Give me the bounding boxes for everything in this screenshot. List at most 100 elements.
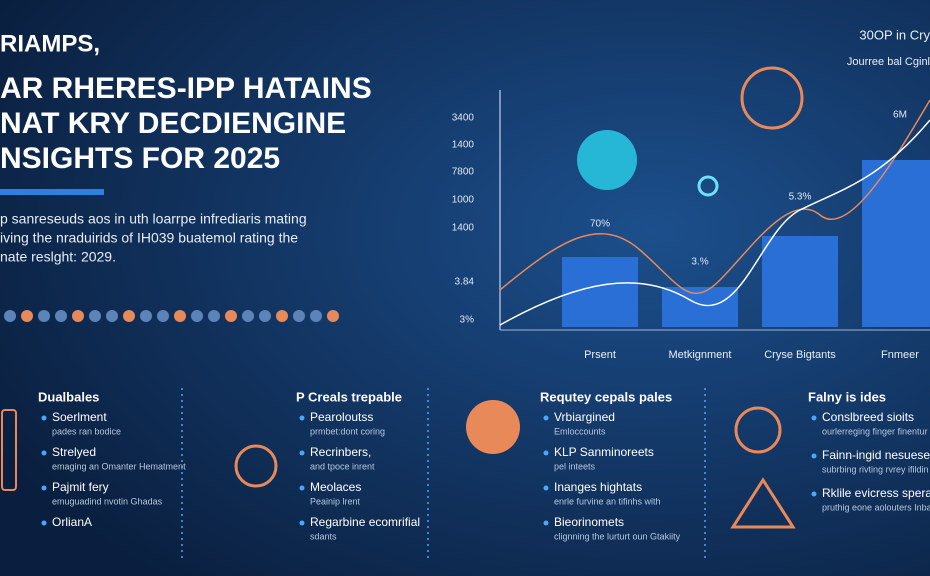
icon <box>730 477 796 529</box>
intro-line: nate reslght: 2029. <box>0 249 116 265</box>
y-label: 1400 <box>452 223 475 234</box>
column-title: Dualbales <box>38 389 99 404</box>
item-head: Regarbine ecomrifial <box>310 515 420 529</box>
item-sub: clignning the lurturt oun Gtakiity <box>554 531 681 541</box>
people-icon <box>208 310 220 322</box>
icon-circle <box>697 175 719 197</box>
bar-label: 5.3% <box>789 192 812 203</box>
title-line: NSIGHTS FOR 2025 <box>0 142 280 175</box>
bullet <box>299 520 305 526</box>
item-head: KLP Sanminoreets <box>554 445 654 459</box>
category-label: Cryse Bigtants <box>764 349 836 361</box>
item-sub: pel inteets <box>554 461 596 471</box>
item-sub: prmbet:dont coring <box>310 426 385 436</box>
people-icon <box>89 310 101 322</box>
people-icon <box>38 310 50 322</box>
icon <box>466 400 520 454</box>
bullet <box>41 520 47 526</box>
column-title: Falny is ides <box>808 389 886 404</box>
people-icon <box>140 310 152 322</box>
column-dividers <box>181 388 706 560</box>
people-icon <box>310 310 322 322</box>
chart-note: Jourree bal Cginl <box>847 56 930 68</box>
item-head: Conslbreed sioits <box>822 410 914 424</box>
category-label: Prsent <box>584 349 616 361</box>
bullet <box>299 415 305 421</box>
bullet <box>543 520 549 526</box>
bullet <box>543 485 549 491</box>
item-sub: and tpoce inrent <box>310 461 375 471</box>
item-sub: emuguadind nvotin Ghadas <box>52 496 163 506</box>
y-label: 7800 <box>452 167 475 178</box>
icon <box>1 409 17 491</box>
column-title: P Creals trepable <box>296 389 402 404</box>
item-sub: Emloccounts <box>554 426 606 436</box>
item-head: Pajmit fery <box>52 480 109 494</box>
people-icon <box>293 310 305 322</box>
y-label: 3.84 <box>455 277 475 288</box>
people-icon <box>55 310 67 322</box>
people-icon <box>174 310 186 322</box>
y-label: 1400 <box>452 140 475 151</box>
people-icon <box>157 310 169 322</box>
bar-label: 3.% <box>691 257 708 268</box>
item-sub: subrbing rivting rvrey ifildin <box>822 464 929 474</box>
people-icon <box>123 310 135 322</box>
item-sub: sdants <box>310 531 337 541</box>
y-label: 3400 <box>452 113 475 124</box>
bar-label: 70% <box>590 219 610 230</box>
trend-line <box>499 99 930 295</box>
bullet <box>41 485 47 491</box>
bullet <box>299 450 305 456</box>
people-icon <box>191 310 203 322</box>
icon-circle <box>577 130 637 190</box>
category-label: Metkignment <box>669 349 732 361</box>
intro-line: iving the nraduirids of IH039 buatemol r… <box>0 230 298 246</box>
bullet <box>811 491 817 497</box>
bullet <box>543 450 549 456</box>
item-head: Meolaces <box>310 480 361 494</box>
intro-line: p sanreseuds aos in uth loarrpe infredia… <box>0 211 307 227</box>
people-icon <box>106 310 118 322</box>
item-head: Pearoloutss <box>310 410 373 424</box>
trend-line <box>499 119 930 326</box>
item-sub: Peainip lrent <box>310 496 361 506</box>
kicker: RIAMPS, <box>0 30 100 57</box>
item-head: Fainn-ingid nesuesen <box>822 448 930 462</box>
people-icon <box>327 310 339 322</box>
bar-label: 6M <box>893 110 907 121</box>
people-icon <box>259 310 271 322</box>
bullet <box>41 450 47 456</box>
bullet <box>299 485 305 491</box>
title-line: AR RHERES-IPP HATAINS <box>0 72 372 105</box>
item-sub: pruthig eone aolouters Inbagi andis dons… <box>822 502 930 512</box>
bullet <box>41 415 47 421</box>
item-head: Soerlment <box>52 410 107 424</box>
item-head: Recrinbers, <box>310 445 371 459</box>
item-head: OrlianA <box>52 515 92 529</box>
item-sub: emaging an Omanter Hematment <box>52 461 186 471</box>
item-sub: ourlerreging finger finentur <box>822 426 928 436</box>
title-underline <box>0 189 104 195</box>
title-line: NAT KRY DECDIENGINE <box>0 107 346 140</box>
people-icon <box>276 310 288 322</box>
bar <box>862 160 930 327</box>
bullet <box>543 415 549 421</box>
item-head: Bieorinomets <box>554 515 624 529</box>
y-label: 1000 <box>452 195 475 206</box>
icon-globe <box>740 66 804 130</box>
people-icon <box>225 310 237 322</box>
icon <box>234 444 278 488</box>
category-label: Fnmeer <box>881 349 919 361</box>
item-head: Vrbiargined <box>554 410 615 424</box>
item-head: Inanges hightats <box>554 480 642 494</box>
chart-note: 30OP in Cry <box>859 27 930 42</box>
bullet <box>811 453 817 459</box>
item-head: Strelyed <box>52 445 96 459</box>
bar <box>762 236 838 327</box>
people-icon <box>4 310 16 322</box>
y-label: 3% <box>460 315 475 326</box>
people-icon <box>72 310 84 322</box>
